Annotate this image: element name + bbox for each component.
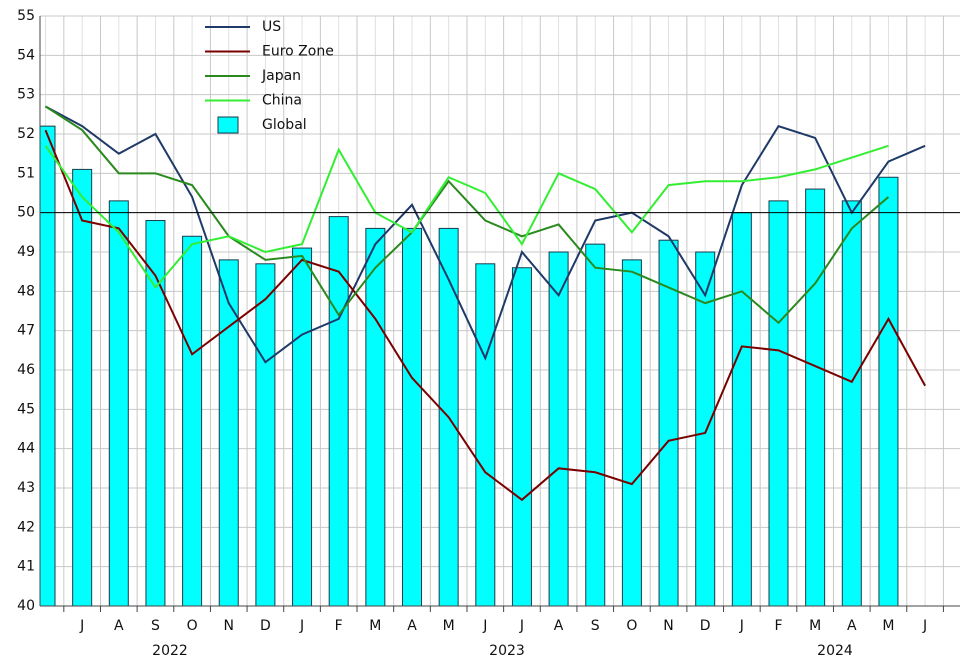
y-tick-label: 45: [17, 401, 35, 417]
year-label: 2022: [152, 643, 188, 659]
x-tick-label: A: [847, 618, 857, 634]
bar: [255, 263, 276, 606]
bar: [658, 239, 679, 606]
bar: [40, 125, 56, 606]
x-tick-label: M: [882, 618, 894, 634]
line: [45, 105, 926, 364]
legend-label: US: [262, 19, 281, 35]
bar: [328, 216, 349, 606]
bar: [841, 200, 862, 606]
x-tick-label: F: [774, 618, 782, 634]
bar: [621, 259, 642, 606]
y-tick-label: 53: [17, 87, 35, 103]
bar: [218, 259, 239, 606]
y-tick-label: 47: [17, 323, 35, 339]
legend-swatch: [217, 116, 239, 134]
y-tick-label: 52: [17, 126, 35, 142]
bar: [292, 247, 313, 606]
x-tick-label: F: [335, 618, 343, 634]
line: [44, 144, 889, 290]
x-tick-label: O: [626, 618, 637, 634]
x-tick-label: J: [739, 618, 744, 634]
y-tick-label: 43: [17, 480, 35, 496]
y-tick-label: 54: [17, 47, 35, 63]
legend-label: Euro Zone: [262, 44, 334, 60]
x-tick-label: O: [187, 618, 198, 634]
y-tick-label: 40: [17, 598, 35, 614]
y-tick-label: 49: [17, 244, 35, 260]
bar: [695, 251, 716, 606]
x-tick-label: A: [114, 618, 124, 634]
bar: [72, 168, 93, 606]
bar: [475, 263, 496, 606]
bar: [548, 251, 569, 606]
y-tick-label: 46: [17, 362, 35, 378]
legend-label: Global: [262, 117, 307, 133]
x-tick-label: J: [482, 618, 487, 634]
bar: [878, 176, 899, 606]
y-tick-label: 42: [17, 519, 35, 535]
x-tick-label: J: [299, 618, 304, 634]
bar: [182, 235, 203, 606]
year-label: 2023: [489, 643, 525, 659]
x-tick-label: M: [369, 618, 381, 634]
plot-area: [40, 105, 926, 606]
line: [44, 105, 890, 325]
x-tick-label: S: [151, 618, 160, 634]
y-tick-label: 51: [17, 165, 35, 181]
x-tick-label: A: [407, 618, 417, 634]
bar: [511, 267, 532, 606]
x-tick-label: S: [591, 618, 600, 634]
y-tick-label: 50: [17, 205, 35, 221]
x-tick-label: D: [700, 618, 711, 634]
x-tick-label: D: [260, 618, 271, 634]
bar: [585, 243, 606, 606]
bar: [805, 188, 826, 606]
bar: [402, 227, 422, 606]
x-tick-label: N: [224, 618, 234, 634]
x-tick-label: M: [809, 618, 821, 634]
line: [44, 129, 926, 502]
y-tick-label: 55: [17, 8, 35, 24]
bar: [768, 200, 789, 606]
y-tick-label: 41: [17, 559, 35, 575]
legend-label: China: [262, 93, 302, 109]
bar: [731, 212, 752, 606]
bar: [365, 227, 386, 606]
legend-label: Japan: [261, 68, 301, 84]
year-label: 2024: [817, 643, 853, 659]
x-tick-label: M: [443, 618, 455, 634]
y-tick-label: 44: [17, 441, 35, 457]
bar: [108, 200, 129, 606]
x-tick-label: J: [922, 618, 927, 634]
bar: [145, 220, 166, 606]
x-tick-label: N: [663, 618, 673, 634]
x-tick-label: J: [519, 618, 524, 634]
x-tick-label: A: [554, 618, 564, 634]
y-tick-label: 48: [17, 283, 35, 299]
x-tick-label: J: [79, 618, 84, 634]
